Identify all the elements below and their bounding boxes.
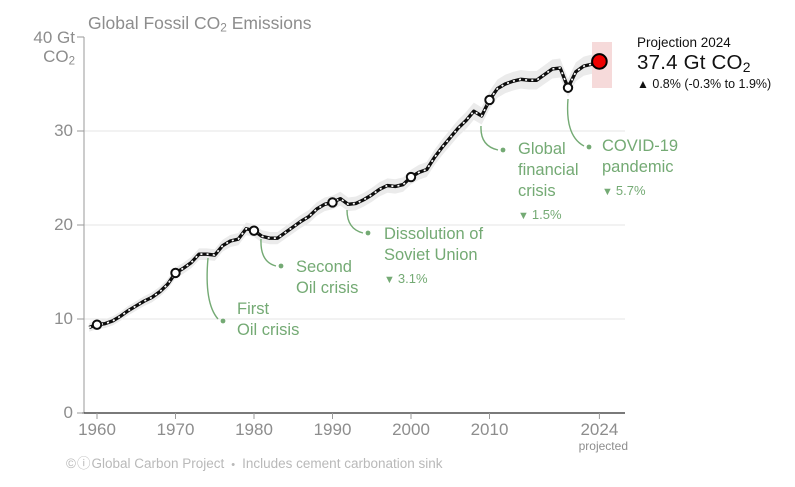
bullet-separator: • (231, 459, 236, 471)
x-tick-label: 2024 (580, 420, 619, 439)
projection-change: ▲ 0.8% (-0.3% to 1.9%) (637, 77, 772, 92)
source-credit: ©ⓘGlobal Carbon Project • Includes cement … (66, 452, 443, 472)
x-tick-label: 1970 (156, 420, 195, 439)
y-tick-label: 30 (54, 121, 73, 140)
annotation-second-oil-crisis: Second Oil crisis (296, 258, 359, 297)
x-tick-label: 2000 (392, 420, 430, 439)
axes (77, 36, 625, 419)
footnote-text: Includes cement carbonation sink (242, 456, 443, 471)
decline-triangle-icon: ▼ (602, 186, 613, 198)
y-axis-unit-label: 40 Gt CO2 (33, 28, 75, 68)
credit-text: Global Carbon Project (91, 456, 225, 471)
x-tick-label: 1960 (78, 420, 116, 439)
annotation-soviet-dissolution: Dissolution of Soviet Union ▼ 3.1% (384, 225, 484, 286)
annotation-connectors (206, 98, 592, 324)
decline-triangle-icon: ▼ (384, 274, 395, 286)
annotation-covid-pandemic: COVID-19 pandemic ▼ 5.7% (602, 137, 679, 198)
gridlines (84, 130, 625, 320)
x-tick-label: 2010 (470, 420, 509, 439)
annotation-financial-crisis: Global financial crisis ▼ 1.5% (518, 140, 579, 222)
decade-markers (91, 82, 574, 330)
x-tick-label: 1980 (235, 420, 273, 439)
annotation-first-oil-crisis: First Oil crisis (237, 300, 300, 339)
x-tick-label: 1990 (313, 420, 352, 439)
uncertainty-band (89, 51, 600, 332)
y-tick-label: 0 (63, 403, 73, 422)
decline-triangle-icon: ▼ (518, 210, 529, 222)
projection-value: 37.4 Gt CO2 (637, 51, 751, 76)
y-tick-label: 10 (54, 309, 73, 328)
projection-title: Projection 2024 (637, 35, 731, 50)
chart-title: Global Fossil CO2 Emissions (88, 13, 312, 35)
cc-license-icon: © (66, 456, 77, 471)
projection-callout: Projection 2024 37.4 Gt CO2 ▲ 0.8% (-0.3… (637, 35, 771, 91)
attribution-icon: ⓘ (76, 456, 92, 471)
increase-triangle-icon: ▲ (637, 77, 649, 92)
y-tick-label: 20 (54, 215, 73, 234)
x-axis-projected-label: projected (578, 439, 628, 453)
projection-marker (591, 53, 608, 70)
